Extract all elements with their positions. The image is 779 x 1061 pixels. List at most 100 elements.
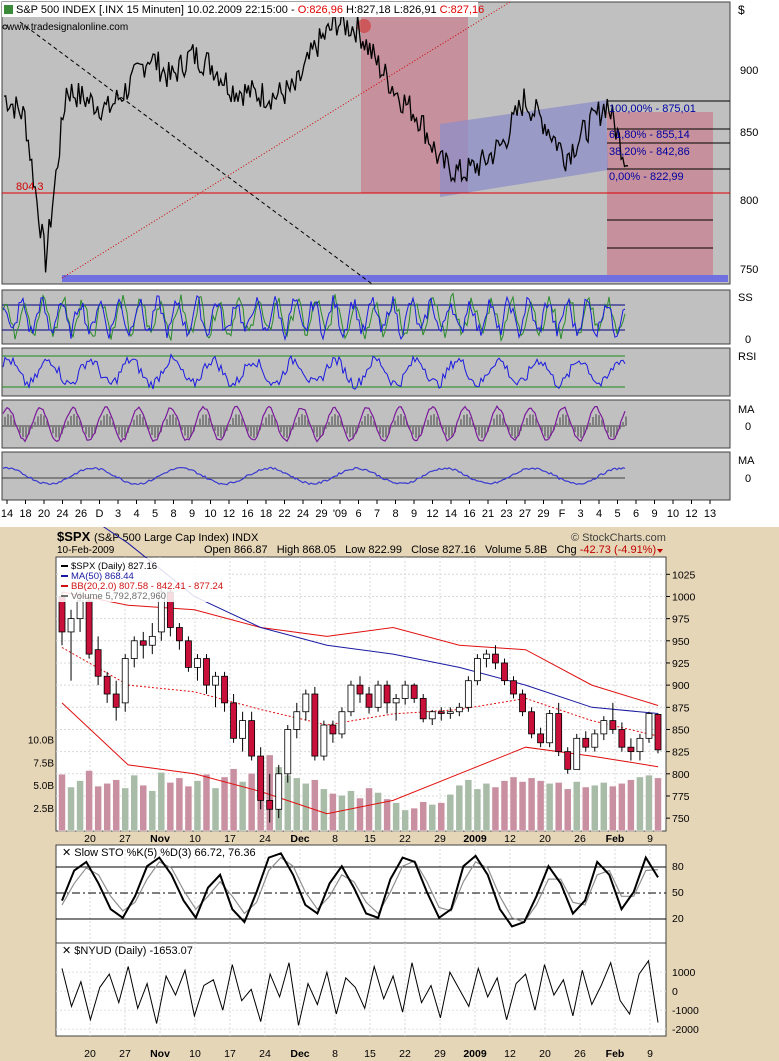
price-tick-label: 850 [672,724,690,736]
macd-hist-bar [82,426,84,428]
macd-hist-bar [262,423,264,426]
candle-body [148,635,156,646]
ss-line-blue [2,294,626,342]
stockcharts-brand: © StockCharts.com [571,532,666,544]
volume-bar [365,787,373,832]
x-tick-label: 16 [463,508,475,520]
header-icon [4,5,13,14]
candle-body [221,675,228,704]
x-tick-label: 24 [297,508,309,520]
volume-bar [58,773,66,832]
price-tick-label: 925 [672,658,690,670]
candle-body [410,684,418,699]
volume-bar [455,784,464,832]
low-band [62,275,728,282]
macd-hist-bar [280,426,282,433]
date-tick-label: 12 [504,1048,516,1060]
macd-hist-bar [625,416,627,426]
price-tick-label: 875 [672,702,690,714]
macd-hist-bar [196,424,198,426]
candle-body [293,711,301,730]
macd-hist-bar [46,420,48,426]
volume-bar [428,804,436,832]
volume-tick-label: 5.0B [33,781,54,792]
volume-bar [545,783,554,832]
volume-axis: 10.0B 7.5B 5.0B 2.5B [28,735,54,815]
macd-hist-bar [70,415,72,426]
candle-body [139,640,147,646]
x-tick-label: 9 [651,508,657,520]
top-marker [357,19,371,33]
macd-hist-bar [100,420,102,426]
macd-hist-bar [370,415,372,426]
macd-hist-bar [49,426,51,428]
macd-hist-bar [301,414,303,426]
macd-hist-bar [253,426,255,438]
volume-bar [311,779,319,832]
legend-entry: MA(50) 868.44 [71,571,134,582]
macd-hist-bar [334,414,336,426]
macd-hist-bar [418,426,420,438]
trend-channel [440,100,608,197]
candle-body [365,693,373,708]
macd-hist-bar [73,414,75,426]
candle-body [537,733,545,744]
x-tick-label: 29 [537,508,549,520]
volume-bar [527,777,536,832]
candle-body [437,711,445,714]
candle-body [311,693,319,757]
candle-body [329,724,337,735]
macd-hist-bar [601,419,603,426]
date-tick-label: 29 [434,1048,446,1060]
volume-bar [419,801,427,832]
quote-line: Open 866.87 High 868.05 Low 822.99 Close… [204,544,656,556]
macd-hist-bar [385,426,387,438]
macd-hist-bar [121,426,123,438]
spx-candles [58,587,662,823]
candle-body [573,737,581,770]
nyud-tick-label: 1000 [672,967,696,979]
macd-hist-bar [463,414,465,426]
volume-bar [184,785,193,832]
x-tick-label: 22 [278,508,290,520]
macd-hist-bar [532,414,534,426]
candle-body [212,675,219,686]
macd-hist-bar [499,414,501,426]
date-tick-label: 8 [332,833,338,845]
macd-hist-bar [523,424,525,426]
macd-hist-bar [94,426,96,434]
volume-bar [437,802,446,832]
macd-hist-bar [379,426,381,434]
macd-hist-bar [307,419,309,426]
nyud-axis: 1000 0 -1000 -2000 [672,967,699,1036]
macd-hist-bar [115,426,117,429]
quote-date: 10-Feb-2009 [57,545,115,556]
macd-hist-bar [79,421,81,426]
macd-hist-bar [319,426,321,438]
date-tick-label: 27 [119,833,131,845]
volume-bar [229,768,238,832]
candle-body [67,618,75,633]
volume-tick-label: 10.0B [28,735,54,746]
volume-bar [582,786,590,832]
macd-hist-bar [367,414,369,426]
price-tick-label: 750 [672,813,690,825]
candle-body [492,653,499,664]
macd-hist-bar [400,414,402,426]
macd-hist-bar [328,421,330,426]
macd-hist-bar [613,426,615,438]
candle-body [645,713,653,739]
macd-hist-bar [382,426,384,438]
macd-hist-bar [199,418,201,426]
macd-hist-bar [52,426,54,434]
volume-bar [85,770,93,832]
volume-bar [618,783,626,832]
macd-hist-bar [187,426,189,438]
macd-hist-bar [175,417,177,426]
ss-line-green [2,292,626,343]
macd-hist-bar [19,426,21,433]
macd-hist-bar [109,416,111,426]
macd-hist-bar [22,426,24,438]
macd-hist-bar [562,414,564,426]
